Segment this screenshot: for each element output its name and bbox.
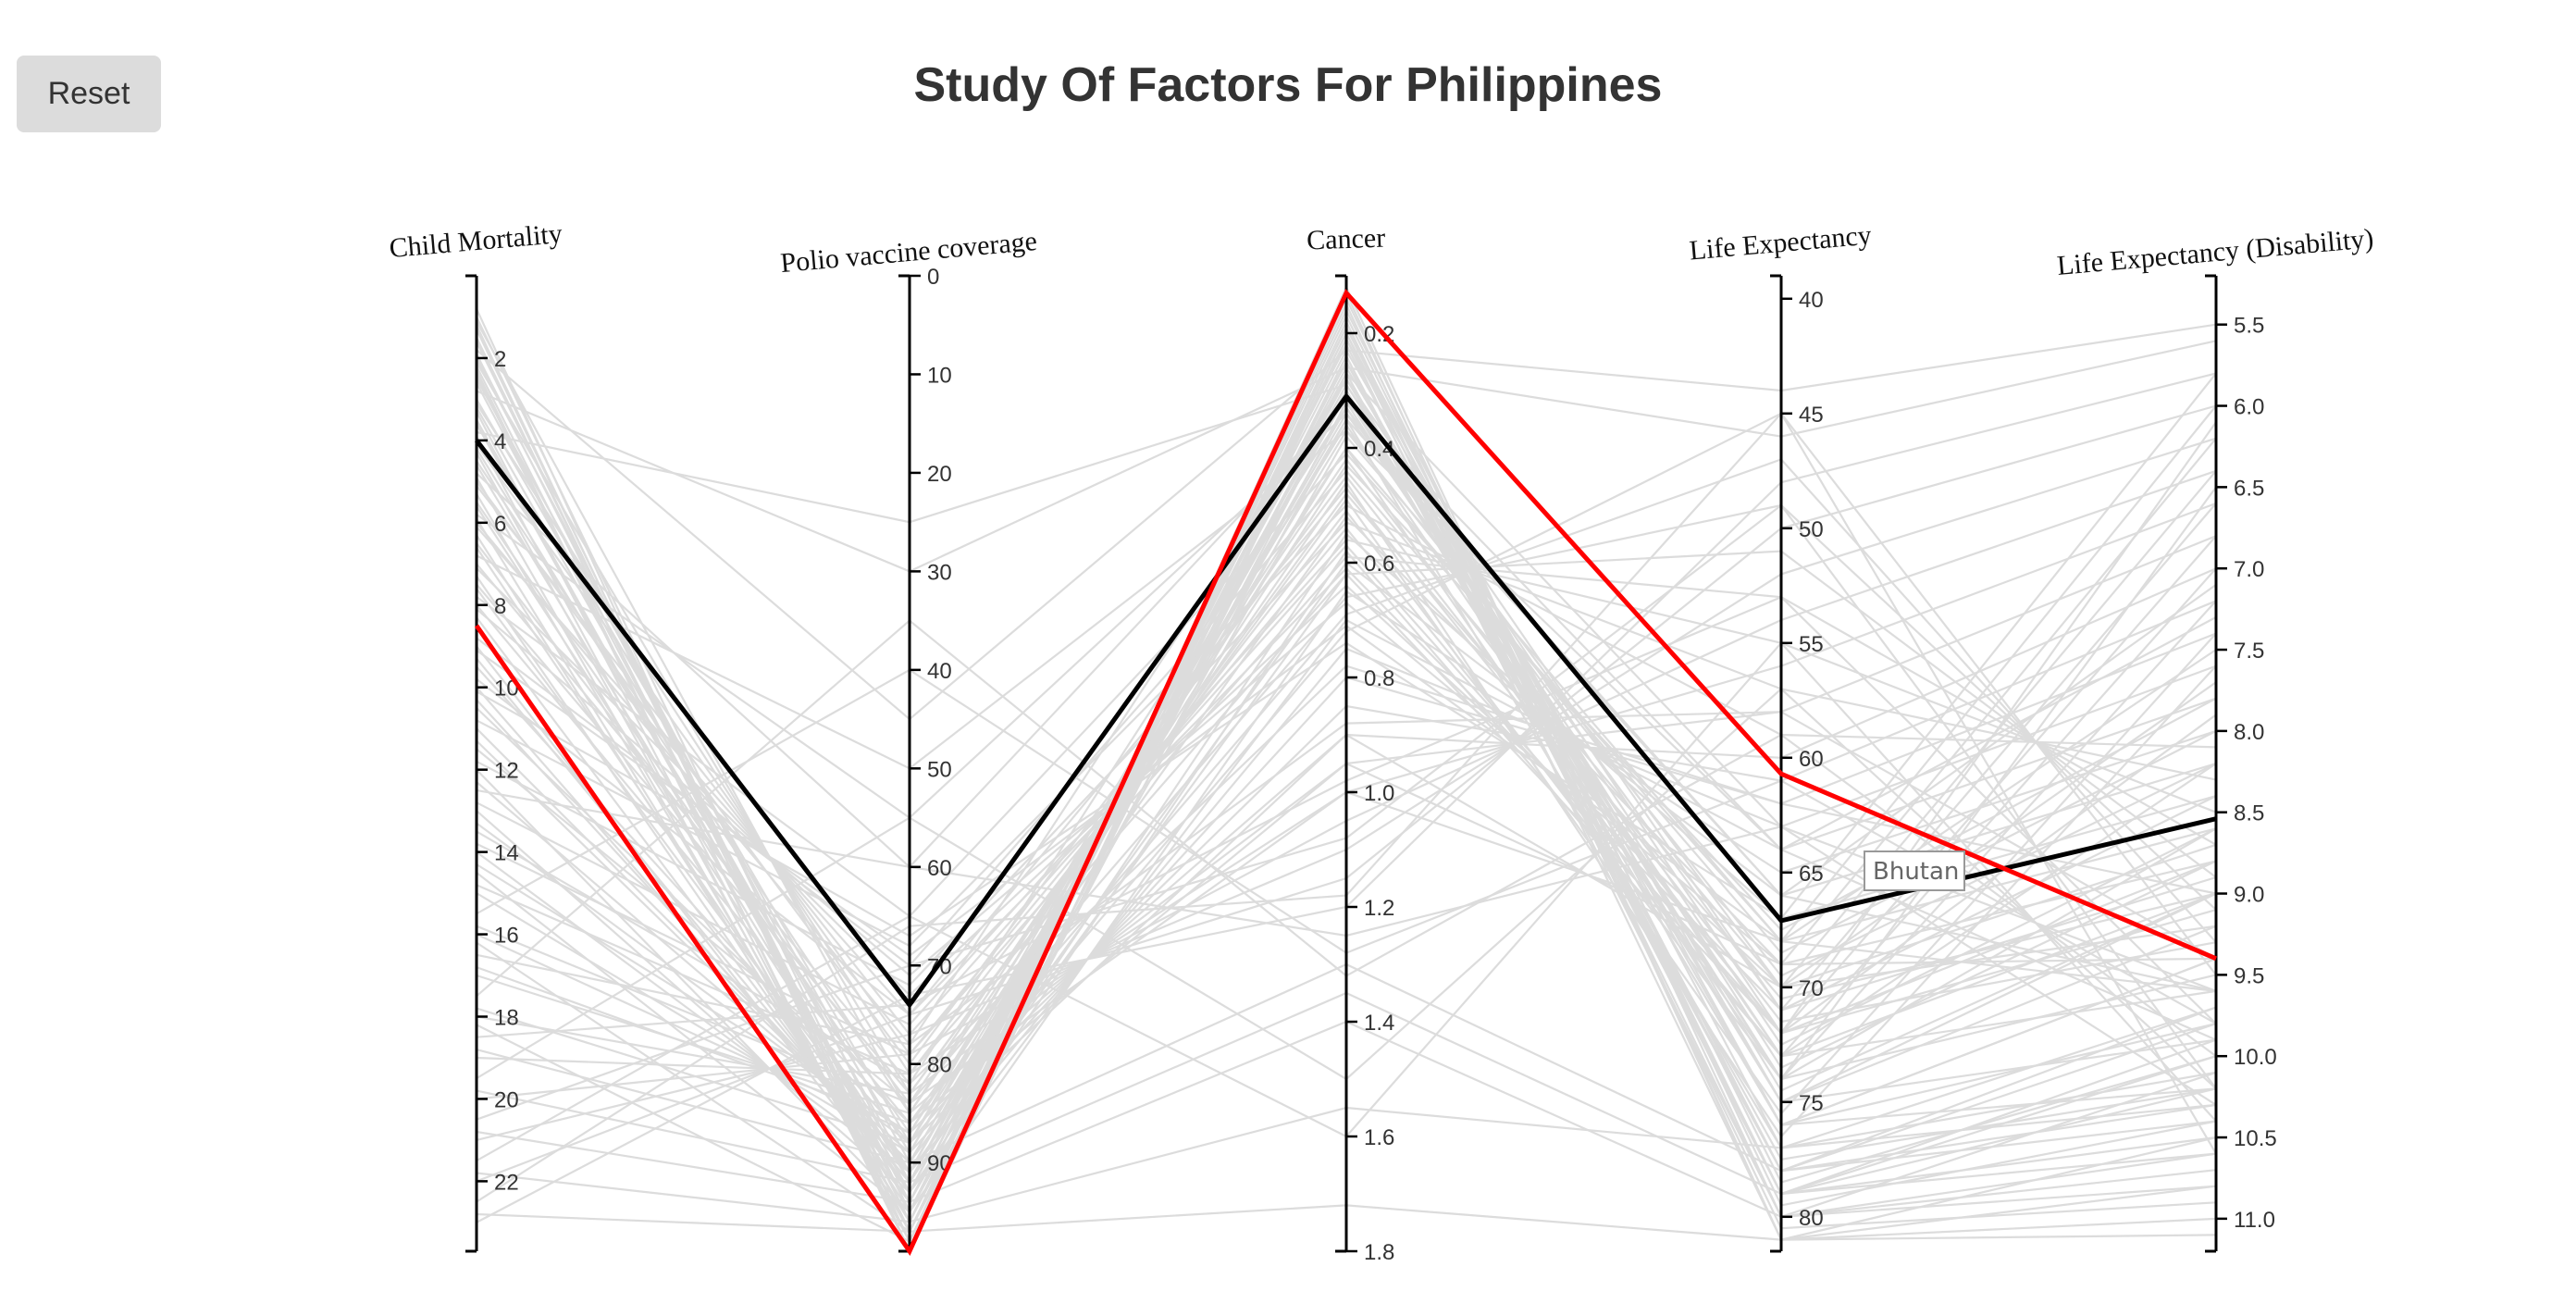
tick-label: 12 xyxy=(494,759,519,784)
tick-label: 4 xyxy=(494,429,506,454)
tick-label: 60 xyxy=(927,856,952,881)
tick-label: 2 xyxy=(494,347,506,372)
tick-label: 40 xyxy=(1799,288,1824,313)
tick-label: 0 xyxy=(927,265,939,290)
tick-label: 0.6 xyxy=(1364,552,1394,577)
tick-label: 11.0 xyxy=(2234,1208,2275,1233)
tick-label: 30 xyxy=(927,560,952,585)
tick-label: 20 xyxy=(927,462,952,487)
tick-label: 1.2 xyxy=(1364,896,1394,921)
tick-label: 40 xyxy=(927,659,952,684)
axis-label: Life Expectancy (Disability) xyxy=(2056,223,2375,281)
tick-label: 55 xyxy=(1799,632,1824,657)
tick-label: 50 xyxy=(1799,517,1824,542)
tick-label: 1.4 xyxy=(1364,1011,1394,1036)
tick-label: 20 xyxy=(494,1087,519,1112)
tick-label: 18 xyxy=(494,1006,519,1031)
tick-label: 14 xyxy=(494,841,519,866)
tick-label: 6.0 xyxy=(2234,395,2264,420)
tick-label: 9.0 xyxy=(2234,883,2264,908)
tick-label: 7.5 xyxy=(2234,639,2264,664)
tick-label: 65 xyxy=(1799,862,1824,887)
tick-label: 0.8 xyxy=(1364,666,1394,691)
axis-label: Cancer xyxy=(1307,223,1386,256)
chart-title: Study Of Factors For Philippines xyxy=(913,58,1663,112)
tick-label: 1.8 xyxy=(1364,1240,1394,1265)
tick-label: 8 xyxy=(494,594,506,619)
tick-label: 1.6 xyxy=(1364,1125,1394,1150)
axis-label: Child Mortality xyxy=(388,218,564,264)
tick-label: 6 xyxy=(494,512,506,537)
tick-label: 10.0 xyxy=(2234,1045,2277,1070)
tick-label: 50 xyxy=(927,757,952,782)
tick-label: 60 xyxy=(1799,747,1824,772)
tick-label: 22 xyxy=(494,1170,519,1195)
tick-label: 45 xyxy=(1799,403,1824,428)
tick-label: 1.0 xyxy=(1364,781,1394,806)
tick-label: 10.5 xyxy=(2234,1126,2277,1151)
tooltip-text: Bhutan xyxy=(1873,858,1959,886)
tick-label: 8.0 xyxy=(2234,720,2264,745)
tick-label: 75 xyxy=(1799,1091,1824,1116)
tick-label: 16 xyxy=(494,924,519,949)
tick-label: 8.5 xyxy=(2234,801,2264,826)
tick-label: 70 xyxy=(1799,976,1824,1001)
tick-label: 9.5 xyxy=(2234,963,2264,988)
tick-label: 7.0 xyxy=(2234,557,2264,582)
tick-label: 6.5 xyxy=(2234,476,2264,501)
tick-label: 80 xyxy=(1799,1206,1824,1231)
axis-label: Polio vaccine coverage xyxy=(779,226,1038,279)
tick-label: 10 xyxy=(927,363,952,388)
tick-label: 80 xyxy=(927,1053,952,1078)
tick-label: 5.5 xyxy=(2234,314,2264,339)
tooltip-box xyxy=(1864,850,1965,891)
reset-button[interactable]: Reset xyxy=(17,56,161,132)
axis-label: Life Expectancy xyxy=(1688,219,1873,266)
highlighted-line xyxy=(474,289,2217,1257)
tooltip: Bhutan xyxy=(1864,850,1965,891)
